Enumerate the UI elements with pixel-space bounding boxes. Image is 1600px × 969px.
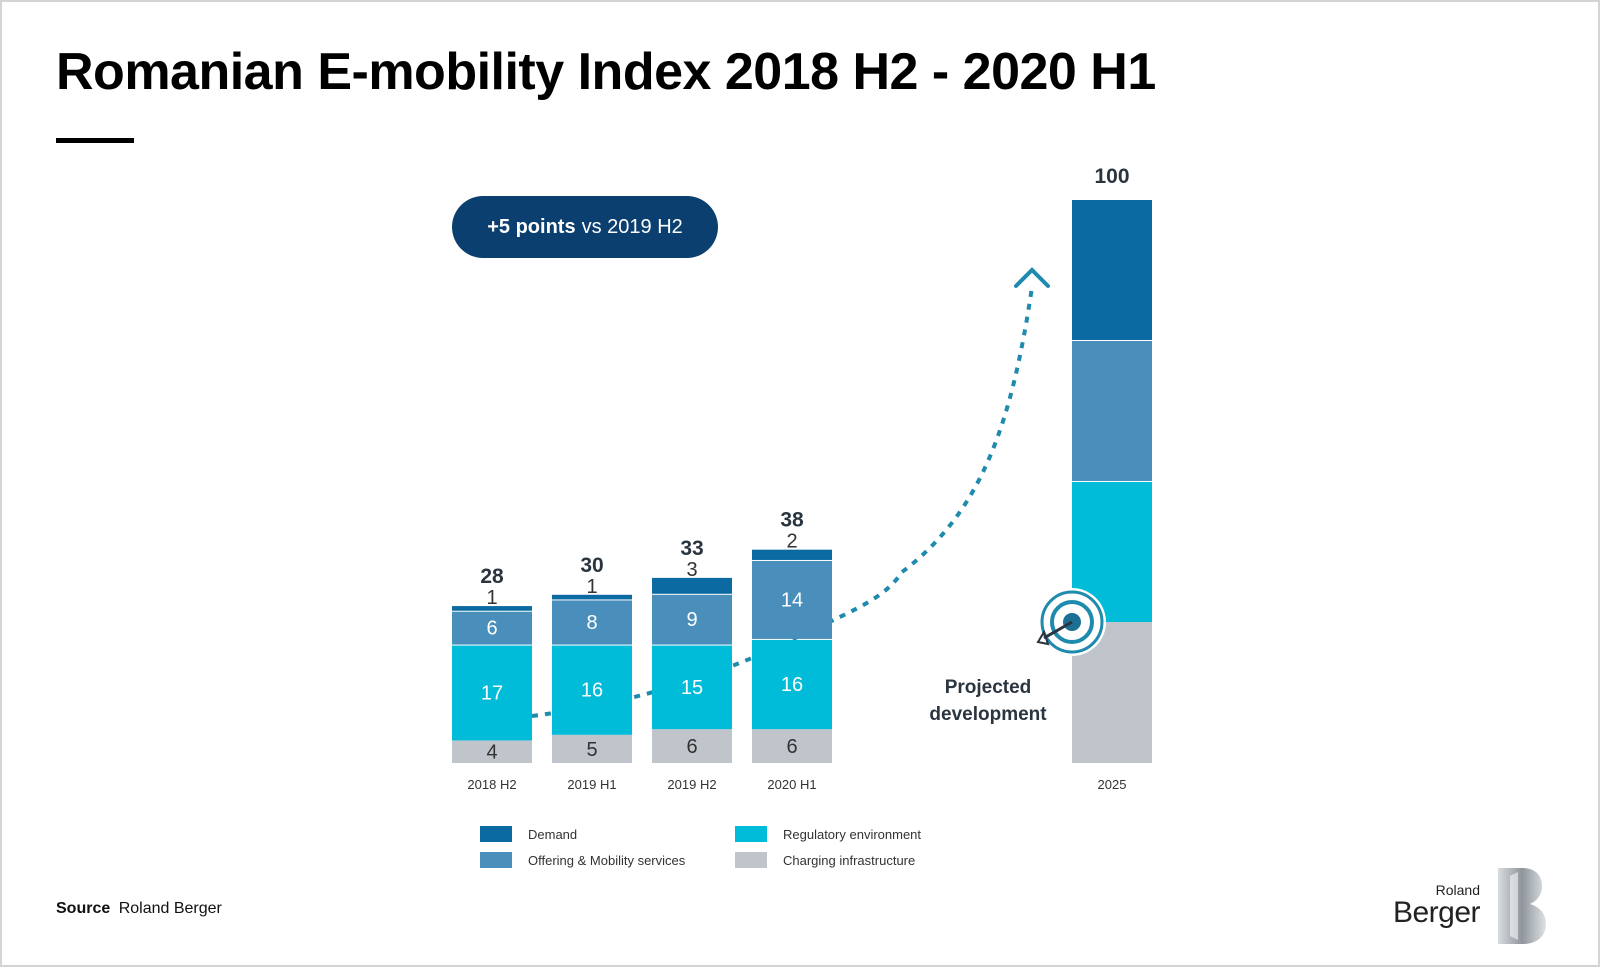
legend-swatch-charging: [735, 852, 767, 868]
bar-segment-offering: [652, 594, 732, 645]
projection-dotted-arrow: [531, 286, 1034, 718]
projected-development-label: Projected development: [918, 674, 1058, 728]
legend-swatch-demand: [480, 826, 512, 842]
logo-word-roland: Roland: [1435, 882, 1480, 898]
segment-value-label: 4: [486, 742, 497, 764]
legend-swatch-regulatory: [735, 826, 767, 842]
bar-total-label: 33: [680, 537, 703, 560]
legend-label-regulatory: Regulatory environment: [783, 826, 922, 842]
legend-item-charging: Charging infrastructure: [735, 852, 915, 868]
x-tick-label: 2019 H2: [667, 777, 716, 792]
bar-segment-charging: [652, 729, 732, 763]
bar-segment-offering: [552, 600, 632, 645]
projection-arrowhead-icon: [1014, 267, 1050, 288]
bar-segment-demand: [652, 577, 732, 594]
legend-item-offering: Offering & Mobility services: [480, 852, 685, 868]
bar-total-label: 30: [580, 554, 603, 577]
title-underline: [56, 138, 134, 143]
bar-total-label: 38: [780, 509, 804, 532]
target-icon: [1036, 588, 1106, 656]
legend-item-regulatory: Regulatory environment: [735, 826, 921, 842]
segment-value-label: 6: [786, 736, 797, 758]
chart-legend: Demand Offering & Mobility services Regu…: [480, 826, 1000, 886]
bar-segment-regulatory: [452, 645, 532, 741]
bar-segment-offering: [1072, 341, 1152, 481]
segment-value-label: 14: [781, 589, 803, 611]
legend-label-charging: Charging infrastructure: [783, 852, 916, 868]
bar-segment-demand: [552, 594, 632, 600]
points-badge: +5 points vs 2019 H2: [452, 196, 718, 258]
bar-segment-demand: [752, 549, 832, 560]
bar-segment-charging: [452, 740, 532, 763]
bar-segment-offering: [752, 560, 832, 639]
bar-total-label: 28: [480, 565, 504, 588]
segment-value-label: 17: [481, 683, 503, 705]
segment-value-label: 16: [581, 680, 603, 702]
badge-strong-text: +5 points: [487, 215, 576, 238]
segment-value-label: 1: [586, 576, 597, 598]
source-note: Source Roland Berger: [56, 900, 222, 918]
bar-segment-offering: [452, 611, 532, 645]
segment-value-label: 6: [686, 736, 697, 758]
bar-segment-demand: [452, 606, 532, 611]
bar-total-label: 100: [1094, 165, 1129, 188]
segment-value-label: 3: [686, 559, 697, 581]
segment-value-label: 2: [786, 531, 797, 553]
segment-value-label: 9: [686, 609, 697, 631]
x-tick-label: 2018 H2: [467, 777, 516, 792]
logo-word-berger: Berger: [1392, 896, 1481, 929]
legend-label-offering: Offering & Mobility services: [528, 852, 686, 868]
bar-segment-regulatory: [752, 639, 832, 730]
bar-segment-charging: [752, 729, 832, 763]
segment-value-label: 1: [486, 587, 497, 609]
x-tick-label: 2025: [1098, 777, 1127, 792]
legend-item-demand: Demand: [480, 826, 577, 842]
source-value: Roland Berger: [118, 900, 222, 917]
bar-segment-regulatory: [652, 645, 732, 730]
legend-swatch-offering: [480, 852, 512, 868]
roland-berger-logo: Roland Berger: [1393, 868, 1548, 944]
segment-value-label: 6: [486, 618, 497, 640]
projected-label-line2: development: [929, 704, 1047, 725]
bar-segment-regulatory: [552, 645, 632, 735]
badge-light-text: vs 2019 H2: [581, 215, 683, 238]
page-title: Romanian E-mobility Index 2018 H2 - 2020…: [56, 43, 1156, 101]
x-tick-label: 2019 H1: [567, 777, 616, 792]
x-tick-label: 2020 H1: [767, 777, 816, 792]
bar-segment-charging: [552, 734, 632, 763]
logo-b-mark-icon: [1498, 868, 1546, 944]
segment-value-label: 5: [586, 739, 597, 761]
projected-label-line1: Projected: [944, 677, 1032, 698]
segment-value-label: 8: [586, 612, 597, 634]
source-key: Source: [56, 900, 111, 917]
segment-value-label: 16: [781, 674, 803, 696]
legend-label-demand: Demand: [528, 826, 578, 842]
segment-value-label: 15: [681, 677, 703, 699]
bar-segment-demand: [1072, 200, 1152, 340]
